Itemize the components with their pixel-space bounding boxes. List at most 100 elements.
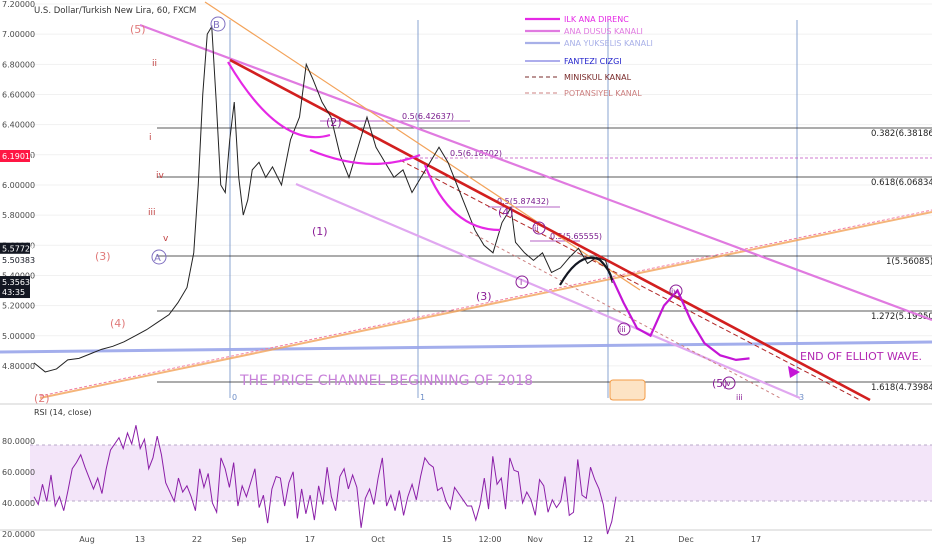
rsi-tick: 20.0000 [2,530,35,539]
arc-2 [309,148,421,165]
retracement-label-3: 0.5(5.65555) [550,232,602,241]
wave-label-a: A [154,253,161,264]
legend-label: ILK ANA DIRENC [564,15,629,24]
channel-annotation: THE PRICE CHANNEL BEGINNING OF 2018 [239,373,533,389]
wave-ii-circle [532,221,546,235]
rising-channel-lower [0,340,932,354]
time-marker-1: 1 [420,393,425,402]
wave-label-1-purple: (1) [312,225,328,238]
wave-label-i: i [149,133,152,143]
price-tick: 4.80000 [2,362,35,371]
potential-channel-line [39,211,932,399]
wave-label-iv: iv [156,171,165,181]
price-tick: 5.80000 [2,211,35,220]
end-annotation: END OF ELLIOT WAVE. [800,350,922,363]
rsi-axis: 80.0000 60.0000 40.0000 20.0000 [2,437,35,539]
price-tick: 5.20000 [2,302,35,311]
current-price-label: 6.19011 [2,152,35,161]
wave-b-circle [210,16,226,32]
wave-label-2-purple: (2) [326,116,342,129]
price-marker-badge [0,242,30,255]
time-tick: Nov [527,535,543,544]
wave-label-4-left: (4) [110,317,126,330]
wave-labels: (5) B ii i iv iii v (3) (4) A (2) (1) (2… [34,16,743,405]
wave-label-3-purple: (3) [476,290,492,303]
wave-label-3-left: (3) [95,250,111,263]
wave-iv-circle [669,284,683,298]
potential-channel-dashed [39,209,932,397]
falling-channel-lower [295,182,801,400]
time-tick: 12:00 [478,535,501,544]
rsi-tick: 80.0000 [2,437,35,446]
event-badge [609,379,646,401]
minor-channel-dashed [399,159,861,401]
rsi-line [33,425,617,535]
price-tick: 6.60000 [2,90,35,99]
fib-label-1: 1(5.56085) [886,257,932,267]
retracement-label-2: 0.5(5.87432) [497,197,549,206]
wave-label-i-circle: i [520,278,522,287]
price-marker-label: 43:35 [2,288,25,297]
falling-channel-upper [139,23,932,322]
price-tick: 5.40000 [2,271,35,280]
fib-label-0618: 0.618(6.06834) [871,178,932,188]
wave-label-v-circle: v [726,379,731,388]
fib-label-0382: 0.382(6.38186) [871,129,932,139]
price-marker-badge [0,276,30,289]
arc-3 [423,164,501,232]
rsi-tick: 60.0000 [2,468,35,477]
wave-label-ii: ii [152,59,157,69]
time-tick: 15 [442,535,452,544]
price-marker-badge [0,286,30,299]
wave-iii-circle [617,322,631,336]
legend-label: MINISKUL KANAL [564,73,632,82]
main-resistance-line [229,58,871,402]
wave-label-b: B [213,20,220,31]
trend-line-orange [204,1,641,291]
legend-label: POTANSIYEL KANAL [564,89,642,98]
price-tick: 5.00000 [2,332,35,341]
time-marker-3: 3 [799,393,804,402]
wave-label-iii-circle: iii [619,325,626,334]
time-marker-0: 0 [232,393,237,402]
fib-label-1272: 1.272(5.19950) [871,312,932,322]
price-marker-label: 5.57726 [2,245,35,254]
wave-label-2-left: (2) [34,392,50,405]
time-tick: Aug [79,535,95,544]
time-axis: Aug 13 22 Sep 17 Oct 15 12:00 Nov 12 21 Dec 17 [79,535,761,544]
rsi-band [30,445,932,501]
rsi-tick: 40.0000 [2,499,35,508]
time-tick: 12 [583,535,593,544]
arc-1 [227,61,331,139]
price-marker-label: 5.35635 [2,278,35,287]
rsi-label: RSI (14, close) [34,408,92,417]
wave-a-circle [151,249,167,265]
wave-label-iv-circle: iv [671,287,678,296]
time-tick: 13 [135,535,145,544]
current-price-badge [0,150,30,162]
legend: ILK ANA DIRENC ANA DUSUS KANALI ANA YUKSEL… [525,15,653,98]
time-tick: 17 [751,535,761,544]
wave-i-circle [515,275,529,289]
time-tick: Dec [678,535,693,544]
time-tick: Sep [231,535,246,544]
time-tick: 22 [192,535,202,544]
retracement-label-0: 0.5(6.42637) [402,112,454,121]
legend-label: FANTEZI CIZGI [564,57,622,66]
potential-channel-lower [469,231,781,399]
retracement-label-1: 0.5(6.18702) [450,149,502,158]
projection-arrow-head [788,366,800,378]
price-line [33,24,613,373]
price-tick: 6.40000 [2,121,35,130]
price-tick: 6.80000 [2,60,35,69]
wave-label-4-purple: (4) [498,206,514,219]
time-tick: 17 [305,535,315,544]
legend-label: ANA DUSUS KANALI [564,27,643,36]
wave-label-v: v [163,234,169,244]
legend-label: ANA YUKSELIS KANALI [564,39,653,48]
wave-v-circle [722,376,736,390]
fib-label-1618: 1.618(4.73984) [871,383,932,393]
price-tick: 7.00000 [2,30,35,39]
